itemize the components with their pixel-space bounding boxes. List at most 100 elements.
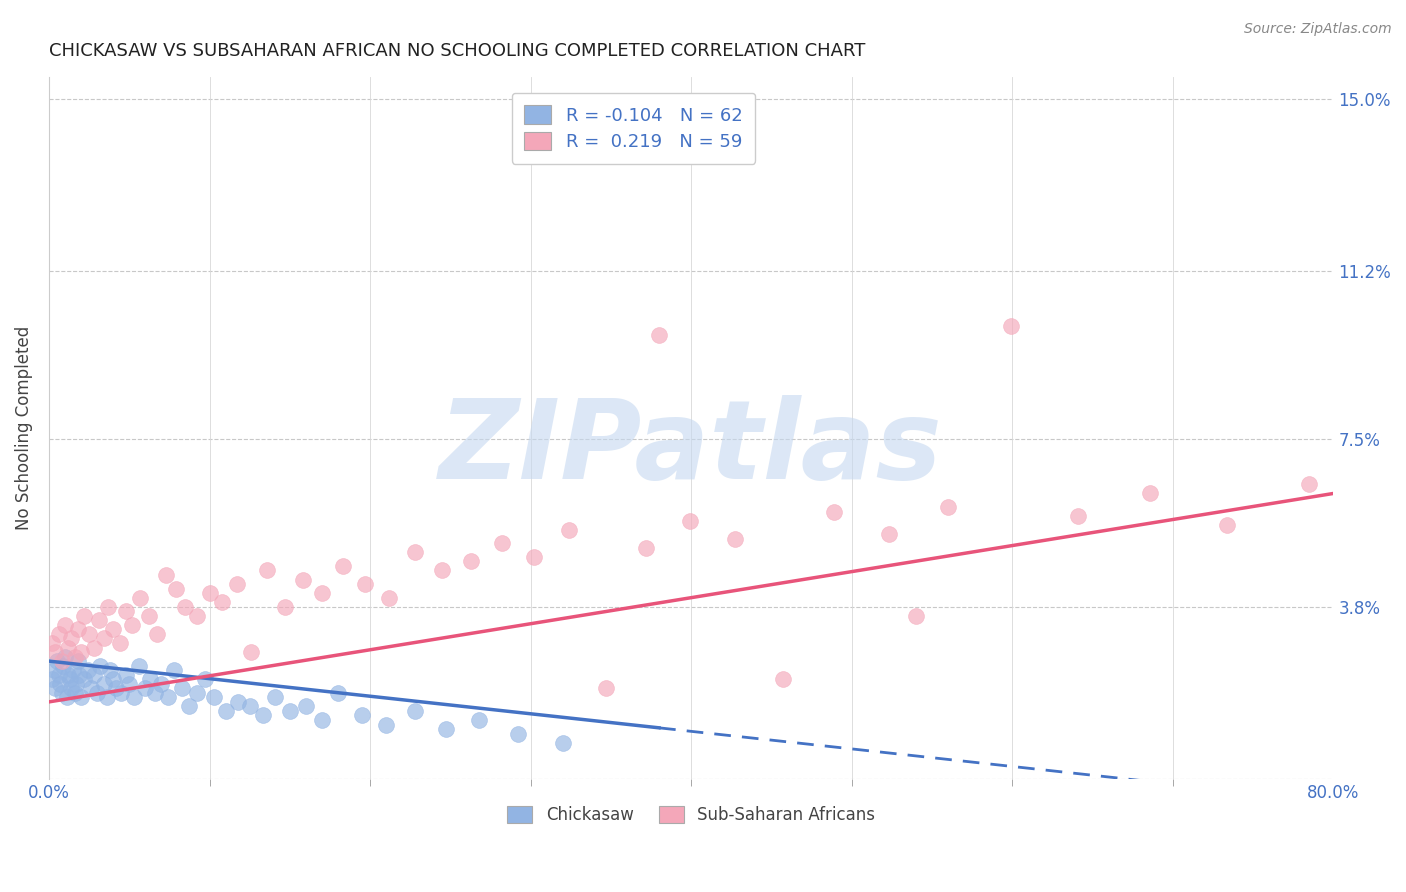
Point (1216, 518, 1239, 533)
Point (278, 704, 301, 718)
Point (134, 681, 156, 696)
Point (115, 604, 138, 618)
Point (115, 667, 138, 681)
Point (432, 564, 454, 578)
Point (80, 681, 103, 696)
Point (165, 582, 187, 596)
Point (194, 672, 217, 686)
Point (59, 672, 82, 686)
Point (558, 523, 581, 537)
Point (491, 536, 513, 550)
Point (240, 645, 263, 659)
Point (225, 577, 247, 591)
Point (138, 608, 160, 623)
Point (214, 704, 236, 718)
Point (76, 663, 98, 677)
Point (354, 577, 377, 591)
Point (311, 713, 333, 727)
Point (118, 677, 141, 691)
Point (404, 545, 426, 559)
Point (186, 608, 208, 623)
Point (636, 541, 658, 555)
Point (678, 514, 700, 528)
Point (48, 627, 70, 641)
Point (523, 549, 546, 564)
Point (129, 591, 152, 605)
Point (155, 568, 177, 582)
Point (595, 681, 617, 696)
Point (772, 672, 794, 686)
Point (53, 618, 76, 632)
Point (877, 527, 900, 541)
Point (404, 704, 426, 718)
Point (69, 667, 91, 681)
Point (311, 586, 333, 600)
Point (198, 586, 221, 600)
Point (177, 699, 200, 714)
Point (648, 327, 671, 342)
Point (1298, 477, 1320, 491)
Point (103, 672, 125, 686)
Point (60, 681, 83, 696)
Point (73, 672, 96, 686)
Point (65, 677, 87, 691)
Point (89, 658, 111, 673)
Y-axis label: No Schooling Completed: No Schooling Completed (15, 326, 32, 530)
Point (105, 681, 128, 696)
Point (723, 532, 745, 546)
Point (150, 677, 173, 691)
Point (326, 686, 349, 700)
Point (143, 686, 166, 700)
Point (139, 672, 162, 686)
Point (41, 636, 63, 650)
Point (1067, 509, 1090, 524)
Point (551, 736, 574, 750)
Point (77, 627, 100, 641)
Point (97, 599, 120, 614)
Point (295, 699, 318, 714)
Point (52, 658, 75, 673)
Point (51, 686, 73, 700)
Point (460, 554, 482, 568)
Point (87, 613, 110, 627)
Point (66, 654, 89, 668)
Point (291, 573, 314, 587)
Point (163, 663, 186, 677)
Text: ZIPatlas: ZIPatlas (439, 395, 943, 502)
Point (375, 717, 398, 731)
Text: CHICKASAW VS SUBSAHARAN AFRICAN NO SCHOOLING COMPLETED CORRELATION CHART: CHICKASAW VS SUBSAHARAN AFRICAN NO SCHOO… (49, 42, 865, 60)
Point (73, 608, 96, 623)
Point (122, 690, 145, 705)
Point (936, 500, 959, 514)
Point (70, 690, 93, 705)
Point (202, 690, 225, 705)
Point (60, 632, 83, 646)
Point (1139, 486, 1161, 500)
Point (156, 690, 179, 705)
Point (274, 599, 297, 614)
Point (434, 722, 457, 736)
Point (62, 663, 84, 677)
Point (51, 654, 73, 668)
Text: Source: ZipAtlas.com: Source: ZipAtlas.com (1244, 22, 1392, 37)
Point (66, 623, 89, 637)
Point (103, 623, 125, 637)
Point (186, 686, 208, 700)
Point (42, 663, 65, 677)
Point (145, 627, 167, 641)
Point (228, 695, 250, 709)
Point (46, 654, 69, 668)
Point (63, 686, 86, 700)
Point (172, 681, 194, 696)
Point (823, 505, 845, 519)
Point (48, 667, 70, 681)
Point (332, 558, 354, 573)
Point (83, 667, 105, 681)
Point (58, 640, 80, 655)
Point (63, 649, 86, 664)
Point (70, 645, 93, 659)
Point (904, 608, 927, 623)
Point (44, 645, 66, 659)
Point (506, 726, 529, 740)
Point (55, 690, 77, 705)
